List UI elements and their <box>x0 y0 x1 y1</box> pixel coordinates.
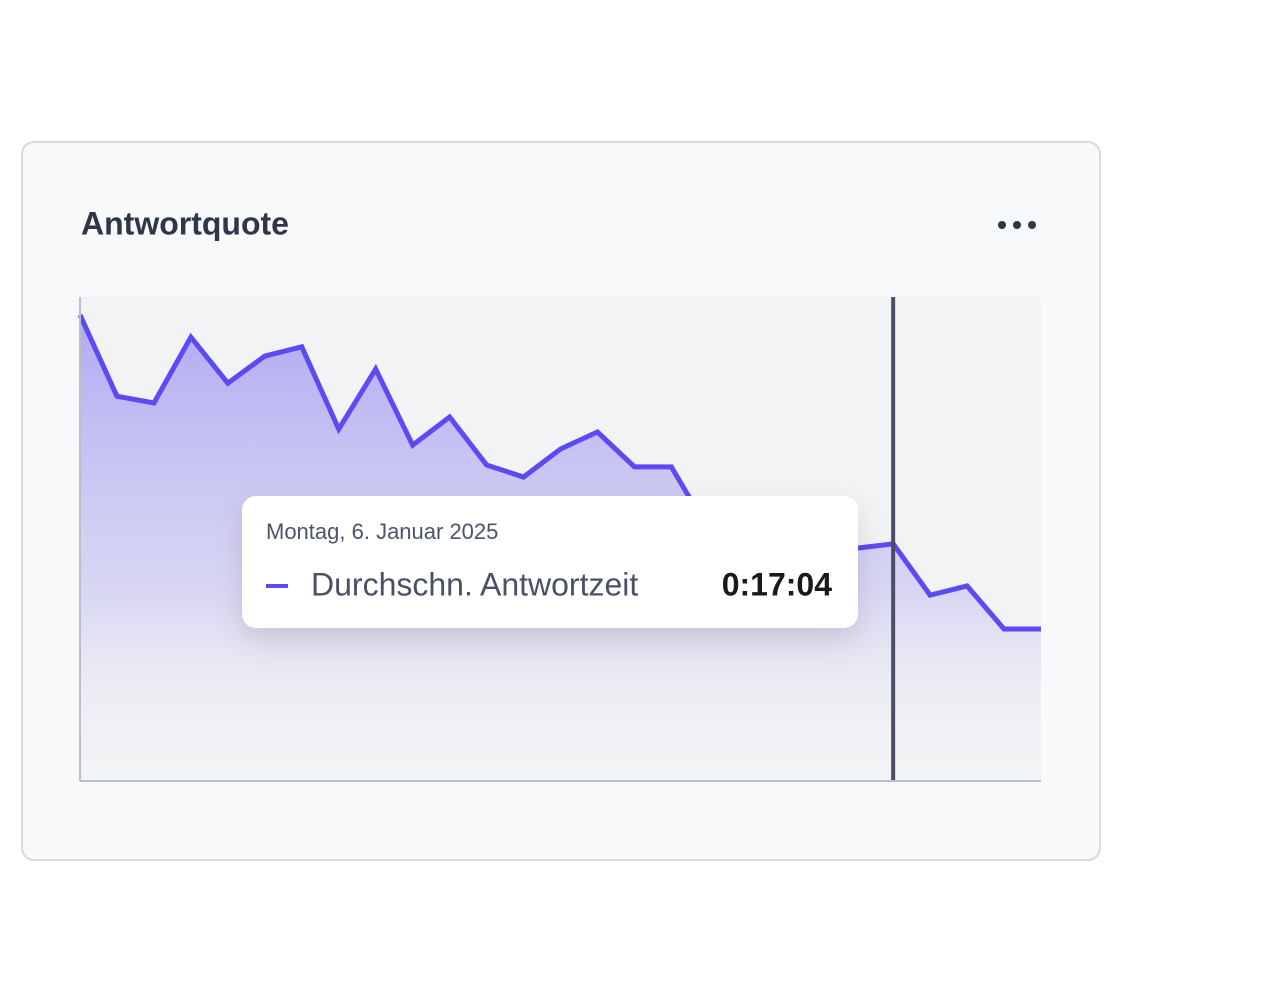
tooltip <box>242 496 858 628</box>
tooltip-box <box>242 496 858 628</box>
line <box>77 313 1041 632</box>
dot <box>1028 221 1036 229</box>
tooltip-value: 0:17:04 <box>722 566 833 602</box>
dot <box>1013 221 1021 229</box>
card-title: Antwortquote <box>81 205 289 241</box>
legend-label: Durchschn. Antwortzeit <box>311 566 638 602</box>
tooltip-date: Montag, 6. Januar 2025 <box>266 519 498 544</box>
more-menu[interactable] <box>998 221 1036 229</box>
dot <box>998 221 1006 229</box>
